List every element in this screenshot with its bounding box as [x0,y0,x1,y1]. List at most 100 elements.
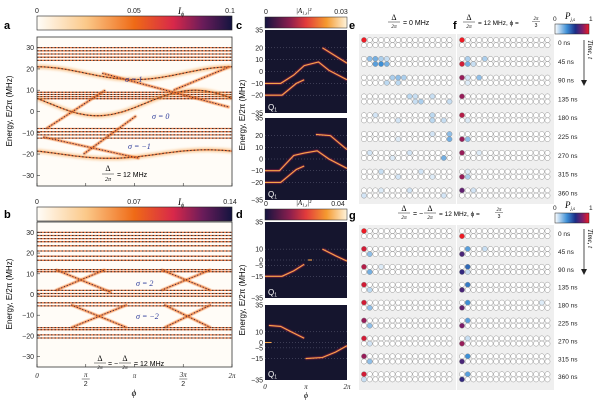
qubit-site-bottom [378,304,384,311]
qubit-site-bottom [481,173,488,180]
qubit-site-bottom [476,136,482,143]
qubit-site-bottom [389,358,396,365]
qubit-site-top [418,93,424,100]
qubit-site-bottom [383,304,390,311]
qubit-site-bottom [412,98,419,105]
qubit-site-bottom [527,358,534,365]
qubit-site-top [487,299,494,306]
qubit-site-top [361,317,367,324]
qubit-site-top [538,112,545,119]
qubit-site-top [372,228,379,234]
svg-text:= 12 MHz, ϕ =: = 12 MHz, ϕ = [439,211,480,218]
qubit-site-bottom [481,61,488,67]
qubit-site-top [527,112,534,119]
qubit-site-top [378,93,384,100]
qubit-site-top [383,168,390,175]
qubit-site-top [383,353,390,360]
qubit-site-bottom [516,304,522,311]
qubit-site-top [383,55,390,62]
ytick-label: −5 [255,263,263,270]
qubit-site-bottom [423,304,430,311]
band-theory-dash [37,66,232,81]
qubit-site-top [418,55,424,62]
qubit-site-bottom [527,269,534,275]
qubit-site-bottom [521,269,528,275]
qubit-site-top [383,149,390,156]
qubit-site-top [395,299,402,306]
qubit-site-bottom [464,269,471,275]
qubit-site-top [406,263,413,270]
qubit-site-bottom [412,304,419,311]
qubit-site-bottom [389,173,396,180]
qubit-site-bottom [389,233,396,240]
svg-text:Δ: Δ [122,354,127,363]
qubit-site-top [435,74,441,81]
qubit-site-bottom [446,79,453,86]
qubit-site-top [440,74,447,81]
qubit-site-top [487,263,494,270]
ytick-label: −35 [251,111,263,118]
colorbar-d-tick: 0 [264,201,268,208]
ytick-label: 35 [255,220,263,227]
qubit-site-top [372,335,379,342]
qubit-site-top [395,246,402,252]
qubit-site-top [418,353,424,360]
qubit-site-top [429,299,436,306]
panel-c: 0 0.03 |A1,s|² 3520100−10−20−353520100−1… [238,7,348,205]
qubit-site-bottom [389,340,396,347]
qubit-site-bottom [435,251,441,257]
lattice-snapshot [361,112,453,124]
qubit-site-top [423,74,430,81]
qubit-site-top [476,187,482,194]
qubit-site-bottom [493,136,500,143]
qubit-site-bottom [493,287,500,293]
lattice-snapshot [361,299,453,311]
qubit-site-bottom [544,287,551,293]
qubit-site-top [366,371,373,378]
xtick-label: π [84,371,88,379]
qubit-site-top [459,187,465,194]
qubit-site-top [418,335,424,342]
colorbar-b-tick: 0.07 [127,199,141,206]
qubit-site-top [499,353,505,360]
qubit-site-top [521,74,528,81]
qubit-site-top [446,263,453,270]
qubit-site-bottom [459,269,465,275]
qubit-site-bottom [510,269,517,275]
qubit-site-top [423,299,430,306]
lattice-snapshot [459,281,551,293]
qubit-site-bottom [440,233,447,240]
qubit-site-top [378,228,384,234]
qubit-site-top [412,55,419,62]
lattice-snapshot [459,93,551,105]
qubit-site-bottom [527,155,534,161]
qubit-site-bottom [504,269,511,275]
qubit-site-top [464,37,471,43]
qubit-site-top [487,371,494,378]
qubit-site-top [412,353,419,360]
qubit-site-top [499,228,505,234]
qubit-site-bottom [499,269,505,275]
qubit-site-top [510,353,517,360]
qubit-site-top [533,335,539,342]
qubit-site-bottom [401,42,407,49]
qubit-site-bottom [423,287,430,293]
qubit-site-bottom [504,117,511,124]
qubit-site-bottom [499,98,505,105]
qubit-site-top [366,37,373,43]
qubit-site-bottom [361,287,367,293]
qubit-site-bottom [446,251,453,257]
ytick-label: 10 [255,57,263,64]
panel-label-b: b [4,209,11,221]
qubit-site-bottom [406,358,413,365]
qubit-site-top [440,93,447,100]
qubit-site-bottom [481,251,488,257]
qubit-site-bottom [366,304,373,311]
time-label: 45 ns [558,59,575,66]
qubit-site-top [510,168,517,175]
qubit-site-bottom [412,287,419,293]
qubit-site-bottom [378,98,384,105]
qubit-site-top [378,187,384,194]
qubit-site-top [435,281,441,288]
lattice-snapshot [361,317,453,329]
